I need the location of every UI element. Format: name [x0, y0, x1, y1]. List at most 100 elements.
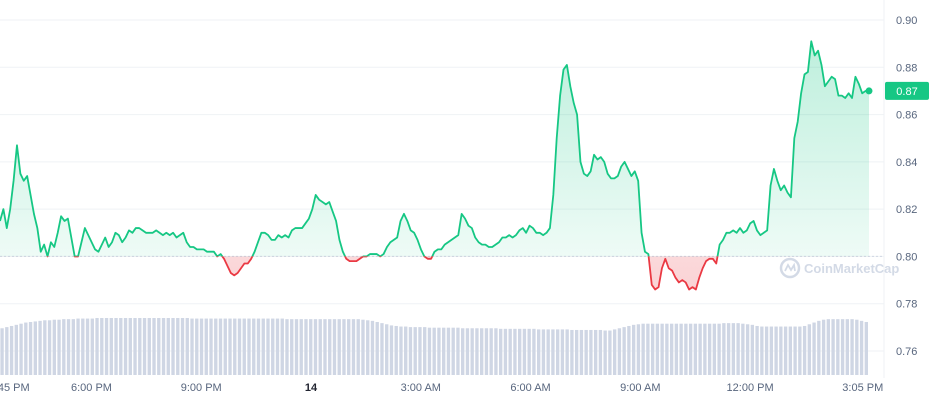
volume-bar	[589, 329, 593, 375]
volume-bar	[408, 327, 413, 375]
volume-bar	[665, 323, 669, 375]
volume-bar	[228, 318, 232, 375]
volume-bar	[266, 318, 270, 375]
volume-bar	[252, 318, 256, 375]
volume-bar	[28, 321, 33, 375]
volume-bar	[95, 318, 99, 375]
volume-bar	[399, 326, 403, 375]
volume-bar	[256, 318, 261, 375]
volume-bar	[508, 328, 512, 375]
volume-bar	[764, 326, 769, 375]
volume-bar	[722, 323, 726, 375]
volume-bar	[812, 322, 816, 375]
volume-bar	[612, 329, 617, 375]
volume-bar	[684, 323, 688, 375]
x-tick-label: 14	[305, 382, 318, 394]
volume-bar	[741, 323, 745, 375]
volume-bar	[214, 318, 218, 375]
volume-bar	[242, 318, 246, 375]
volume-bar	[0, 328, 4, 375]
volume-bar	[641, 323, 645, 375]
y-tick-label: 0.90	[896, 15, 917, 27]
volume-bar	[484, 328, 489, 375]
volume-bar	[527, 328, 531, 375]
volume-bar	[280, 318, 284, 375]
y-tick-label: 0.84	[896, 157, 917, 169]
volume-bar	[655, 323, 660, 375]
volume-bar	[427, 327, 432, 375]
volume-bar	[199, 318, 204, 375]
volume-bar	[788, 326, 793, 375]
volume-bar	[817, 320, 821, 375]
y-axis: 0.90 0.88 0.86 0.84 0.82 0.80 0.78 0.76	[896, 15, 917, 358]
coinmarketcap-logo-mark-icon	[784, 262, 796, 272]
volume-bar	[461, 328, 465, 375]
volume-bar	[385, 324, 389, 375]
volume-bar	[370, 320, 375, 375]
x-tick-label: 6:00 PM	[71, 382, 112, 394]
volume-bar	[285, 319, 289, 375]
volume-bar	[736, 323, 740, 375]
volume-bar	[247, 318, 251, 375]
volume-bar	[294, 319, 299, 375]
price-line-up	[0, 40, 869, 257]
volume-bar	[831, 319, 835, 375]
volume-bar	[698, 323, 702, 375]
volume-bar	[366, 320, 370, 375]
volume-bar	[603, 330, 607, 375]
volume-bar	[674, 323, 679, 375]
volume-bar	[271, 318, 275, 375]
volume-bar	[14, 324, 18, 375]
volume-bar	[826, 319, 831, 375]
volume-bar	[646, 323, 650, 375]
volume-bar	[807, 324, 812, 375]
volume-bar	[703, 323, 707, 375]
volume-bar	[204, 318, 208, 375]
volume-bar	[608, 330, 612, 375]
volume-bar	[750, 324, 755, 375]
volume-bar	[166, 318, 170, 375]
volume-bar	[480, 328, 484, 375]
volume-bar	[636, 324, 641, 375]
volume-bar	[85, 318, 90, 375]
volume-bar	[24, 322, 28, 375]
volume-bar	[650, 323, 655, 375]
volume-bar	[190, 318, 194, 375]
volume-bar	[261, 318, 265, 375]
area-above-baseline	[0, 41, 869, 257]
grid-lines	[0, 0, 885, 378]
volume-bar	[726, 323, 731, 375]
last-price-label: 0.87	[896, 86, 917, 98]
volume-bar	[171, 318, 175, 375]
volume-bar	[57, 319, 61, 375]
volume-bar	[33, 321, 37, 375]
x-tick-label: 3:45 PM	[0, 382, 30, 394]
volume-bar	[119, 318, 123, 375]
last-price-badge	[885, 81, 929, 100]
volume-bar	[114, 318, 118, 375]
y-tick-label: 0.80	[896, 251, 917, 263]
volume-bar	[356, 319, 360, 375]
volume-bar	[123, 318, 128, 375]
x-axis: 3:45 PM 6:00 PM 9:00 PM 14 3:00 AM 6:00 AM 9:0…	[0, 382, 883, 394]
volume-bar	[180, 318, 185, 375]
volume-bar	[71, 319, 75, 375]
volume-bar	[760, 326, 764, 375]
volume-bar	[627, 325, 631, 375]
volume-bar	[380, 323, 384, 375]
volume-bar	[836, 319, 840, 375]
x-tick-label: 6:00 AM	[510, 382, 550, 394]
volume-bar	[513, 328, 517, 375]
volume-bar	[237, 318, 242, 375]
y-tick-label: 0.82	[896, 204, 917, 216]
volume-bar	[138, 318, 142, 375]
volume-bar	[90, 318, 94, 375]
volume-bar	[389, 325, 394, 375]
volume-bar	[375, 321, 379, 375]
volume-bar	[593, 329, 598, 375]
volume-bar	[185, 318, 189, 375]
volume-bar	[560, 329, 565, 375]
volume-bar	[38, 320, 42, 375]
volume-bar	[313, 319, 318, 375]
volume-bar	[275, 318, 280, 375]
